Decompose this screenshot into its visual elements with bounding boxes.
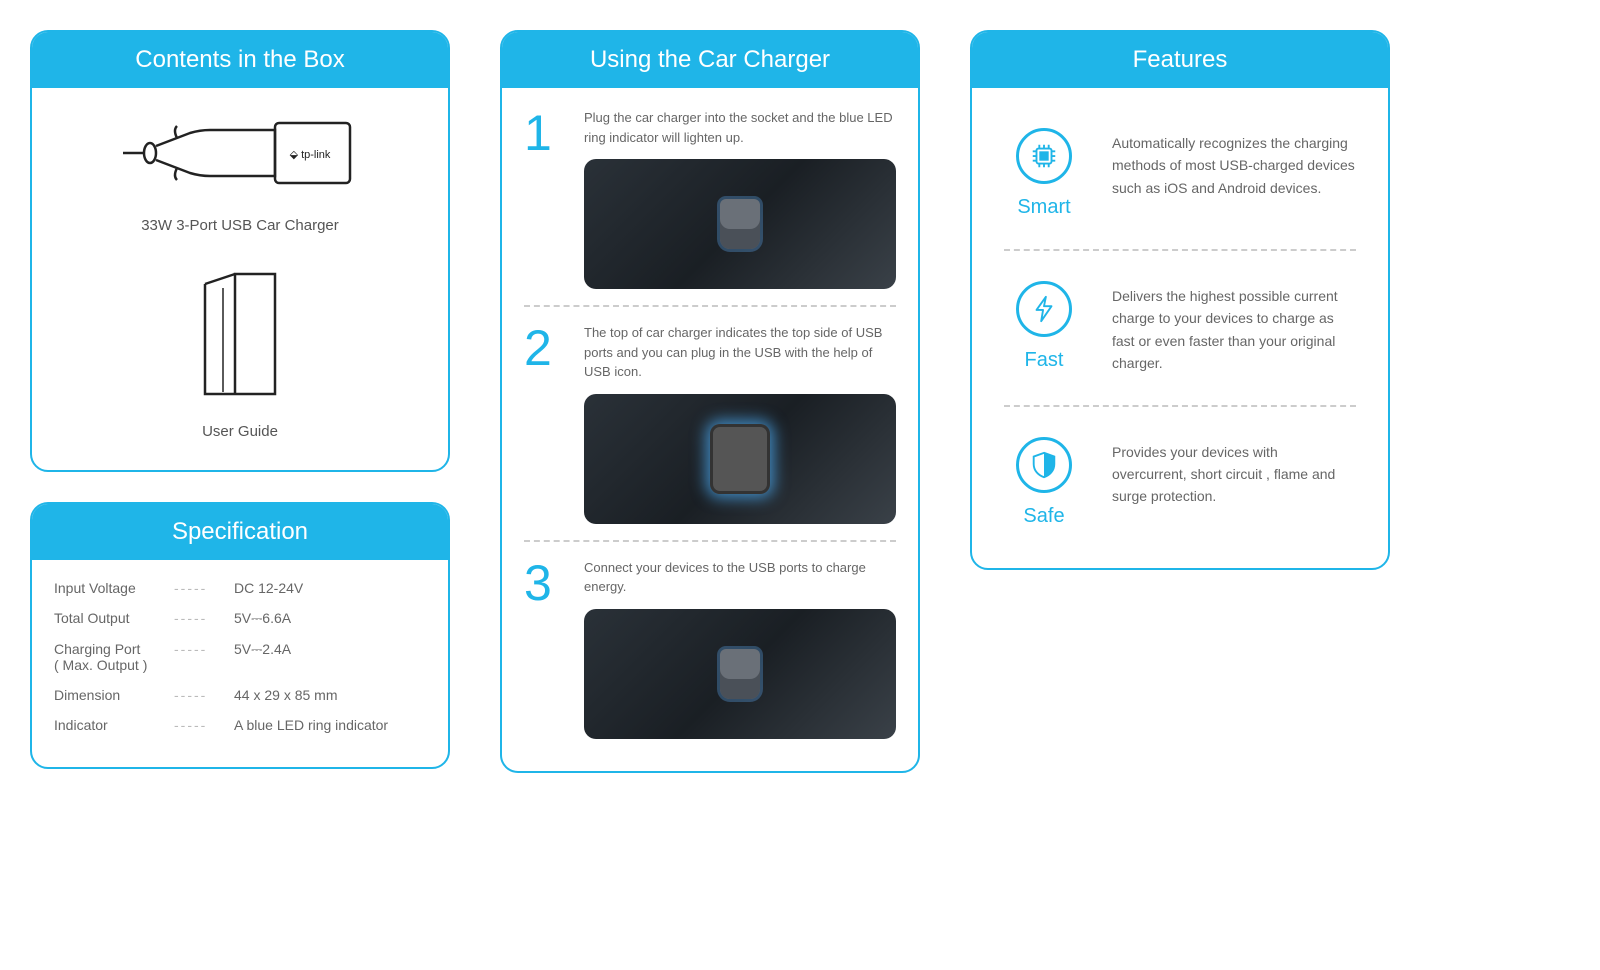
feature-item: Fast Delivers the highest possible curre… <box>994 251 1366 405</box>
usage-step: 1 Plug the car charger into the socket a… <box>524 108 896 289</box>
spec-dash: ----- <box>174 687 234 703</box>
spec-row: Charging Port ( Max. Output ) ----- 5V⎓2… <box>54 641 426 673</box>
spec-value: 5V⎓2.4A <box>234 641 426 658</box>
usage-card: Using the Car Charger 1 Plug the car cha… <box>500 30 920 773</box>
spec-row: Total Output ----- 5V⎓6.6A <box>54 610 426 627</box>
spec-dash: ----- <box>174 641 234 657</box>
step-photo-2 <box>584 394 896 524</box>
step-photo-1 <box>584 159 896 289</box>
chip-icon <box>1016 128 1072 184</box>
usage-step: 3 Connect your devices to the USB ports … <box>524 558 896 739</box>
feature-text: Automatically recognizes the charging me… <box>1112 128 1356 199</box>
bolt-icon <box>1016 281 1072 337</box>
features-card: Features Smart Automatically rec <box>970 30 1390 570</box>
box-item-label: User Guide <box>54 423 426 440</box>
specification-card: Specification Input Voltage ----- DC 12-… <box>30 502 450 769</box>
contents-card: Contents in the Box ⬙ tp-link <box>30 30 450 472</box>
specification-title: Specification <box>32 504 448 560</box>
spec-value: DC 12-24V <box>234 580 426 596</box>
svg-text:⬙ tp-link: ⬙ tp-link <box>290 149 331 161</box>
step-divider <box>524 540 896 542</box>
box-item-charger: ⬙ tp-link 33W 3-Port USB Car Charger <box>54 108 426 234</box>
spec-dash: ----- <box>174 717 234 733</box>
step-text: The top of car charger indicates the top… <box>584 323 896 382</box>
features-title: Features <box>972 32 1388 88</box>
step-photo-3 <box>584 609 896 739</box>
box-item-guide: User Guide <box>54 264 426 440</box>
step-number: 3 <box>524 558 564 608</box>
feature-label: Smart <box>1004 196 1084 219</box>
step-text: Connect your devices to the USB ports to… <box>584 558 896 597</box>
step-text: Plug the car charger into the socket and… <box>584 108 896 147</box>
charger-icon: ⬙ tp-link <box>115 108 365 198</box>
feature-text: Delivers the highest possible current ch… <box>1112 281 1356 375</box>
spec-key: Indicator <box>54 717 174 733</box>
booklet-icon <box>185 264 295 404</box>
spec-dash: ----- <box>174 580 234 596</box>
spec-row: Indicator ----- A blue LED ring indicato… <box>54 717 426 733</box>
step-number: 2 <box>524 323 564 373</box>
box-item-label: 33W 3-Port USB Car Charger <box>54 217 426 234</box>
usage-title: Using the Car Charger <box>502 32 918 88</box>
contents-title: Contents in the Box <box>32 32 448 88</box>
usage-step: 2 The top of car charger indicates the t… <box>524 323 896 524</box>
spec-key: Total Output <box>54 610 174 626</box>
spec-key: Dimension <box>54 687 174 703</box>
step-number: 1 <box>524 108 564 158</box>
shield-icon <box>1016 437 1072 493</box>
spec-row: Dimension ----- 44 x 29 x 85 mm <box>54 687 426 703</box>
spec-value: 44 x 29 x 85 mm <box>234 687 426 703</box>
feature-item: Smart Automatically recognizes the charg… <box>994 98 1366 249</box>
spec-value: 5V⎓6.6A <box>234 610 426 627</box>
feature-item: Safe Provides your devices with overcurr… <box>994 407 1366 558</box>
spec-key: Charging Port ( Max. Output ) <box>54 641 174 673</box>
spec-dash: ----- <box>174 610 234 626</box>
feature-label: Safe <box>1004 505 1084 528</box>
feature-text: Provides your devices with overcurrent, … <box>1112 437 1356 508</box>
spec-key: Input Voltage <box>54 580 174 596</box>
step-divider <box>524 305 896 307</box>
spec-value: A blue LED ring indicator <box>234 717 426 733</box>
spec-row: Input Voltage ----- DC 12-24V <box>54 580 426 596</box>
feature-label: Fast <box>1004 349 1084 372</box>
